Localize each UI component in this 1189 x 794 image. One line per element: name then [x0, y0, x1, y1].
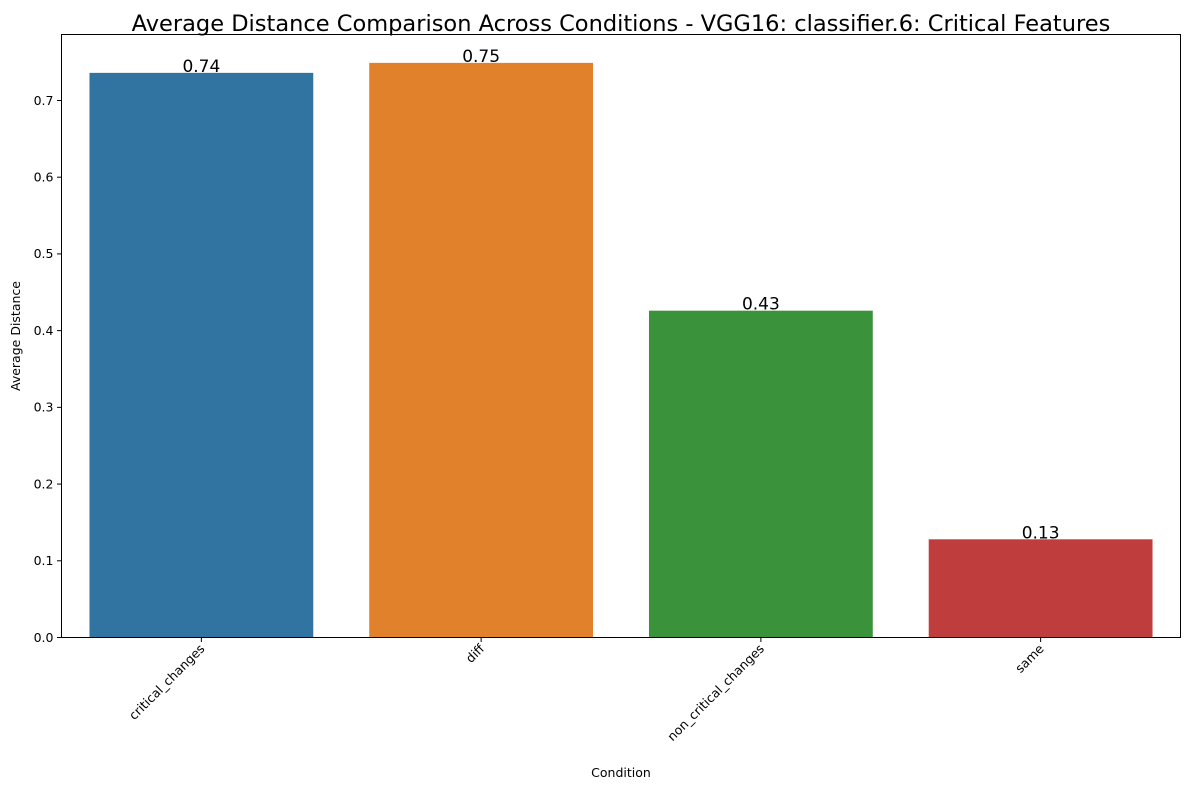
x-tick-label-same: same: [1012, 641, 1047, 676]
bar-value-label-non_critical_changes: 0.43: [742, 295, 780, 315]
y-tick-label: 0.0: [34, 630, 54, 645]
y-tick-label: 0.6: [34, 169, 54, 184]
bar-same: [928, 539, 1153, 638]
y-tick-label: 0.1: [34, 553, 54, 568]
bar-value-label-critical_changes: 0.74: [182, 57, 220, 77]
bar-value-label-same: 0.13: [1022, 523, 1060, 543]
bar-diff: [369, 62, 594, 638]
x-axis: critical_changes diff non_critical_changes…: [126, 637, 1047, 744]
x-tick-label-critical_changes: critical_changes: [126, 641, 208, 723]
x-tick-label-non_critical_changes: non_critical_changes: [664, 641, 767, 744]
bar-non_critical_changes: [648, 310, 873, 638]
chart-title: Average Distance Comparison Across Condi…: [132, 11, 1111, 37]
y-tick-label: 0.3: [34, 400, 54, 415]
y-tick-label: 0.2: [34, 476, 54, 491]
y-axis-label: Average Distance: [8, 281, 23, 391]
y-axis: 0.0 0.1 0.2 0.3 0.4 0.5 0.6 0.7: [34, 93, 62, 645]
bars-group: [89, 62, 1153, 638]
bar-value-labels: 0.74 0.75 0.43 0.13: [182, 47, 1059, 543]
bar-value-label-diff: 0.75: [462, 47, 500, 67]
plot-frame: [61, 34, 1181, 638]
x-axis-label: Condition: [591, 765, 651, 780]
x-tick-label-diff: diff: [462, 641, 487, 666]
y-tick-label: 0.5: [34, 246, 54, 261]
y-tick-label: 0.4: [34, 323, 54, 338]
bar-critical_changes: [89, 72, 314, 638]
y-tick-label: 0.7: [34, 93, 54, 108]
